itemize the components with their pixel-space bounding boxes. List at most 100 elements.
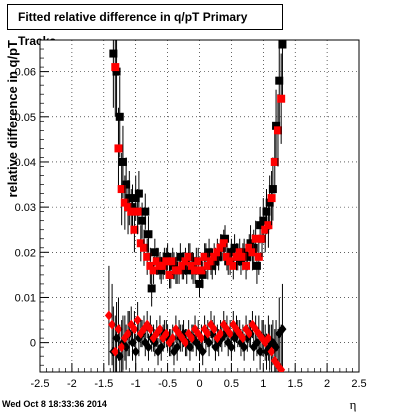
y-tick-label: 0.03	[15, 202, 36, 214]
data-point-square	[227, 248, 236, 257]
data-point-square	[216, 243, 225, 252]
data-point-square	[131, 194, 140, 203]
data-point-square	[130, 225, 139, 234]
data-point-square	[206, 257, 215, 266]
x-tick-label: -2.5	[31, 378, 50, 390]
data-point-square	[111, 63, 120, 72]
data-point-diamond	[198, 346, 207, 357]
data-point-square	[277, 94, 286, 103]
x-axis-label: η	[350, 397, 357, 412]
data-point-diamond	[251, 324, 260, 335]
data-point-diamond	[111, 346, 120, 357]
data-point-diamond	[197, 333, 206, 344]
data-point-square	[195, 279, 204, 288]
x-tick-label: 2.5	[351, 378, 366, 390]
x-tick-label: 0	[196, 378, 202, 390]
data-point-square	[115, 112, 124, 121]
data-point-square	[232, 252, 241, 261]
data-point-square	[139, 243, 148, 252]
data-point-square	[178, 261, 187, 270]
data-point-diamond	[120, 333, 129, 344]
data-point-square	[235, 248, 244, 257]
data-point-square	[176, 252, 185, 261]
data-point-square	[203, 261, 212, 270]
x-tick-label: 1	[260, 378, 266, 390]
data-point-square	[254, 252, 263, 261]
y-axis-label: relative difference in q/pT	[5, 40, 20, 198]
data-point-square	[213, 248, 222, 257]
data-point-square	[168, 257, 177, 266]
data-point-diamond	[240, 342, 249, 353]
data-point-diamond	[264, 333, 273, 344]
x-tick-label: -1	[131, 378, 141, 390]
data-point-square	[245, 243, 254, 252]
data-point-square	[256, 221, 265, 230]
data-point-square	[275, 76, 284, 85]
plot-frame	[39, 39, 360, 373]
data-point-square	[265, 198, 274, 207]
data-point-square	[230, 243, 239, 252]
data-point-square	[240, 248, 249, 257]
data-point-square	[236, 257, 245, 266]
x-tick-label: -2	[67, 378, 77, 390]
data-point-diamond	[249, 342, 258, 353]
data-point-diamond	[162, 328, 171, 339]
data-point-square	[109, 49, 118, 58]
data-point-square	[210, 252, 219, 261]
data-point-square	[191, 266, 200, 275]
data-point-diamond	[146, 324, 155, 335]
data-point-square	[125, 194, 134, 203]
data-point-square	[162, 257, 171, 266]
data-point-square	[251, 234, 260, 243]
x-tick-label: -0.5	[158, 378, 177, 390]
data-point-diamond	[114, 324, 123, 335]
x-tick-label: 0.5	[224, 378, 239, 390]
data-point-square	[112, 67, 121, 76]
chart-title: Fitted relative difference in q/pT Prima…	[7, 4, 283, 48]
timestamp: Wed Oct 8 18:33:36 2014	[2, 399, 107, 409]
data-point-diamond	[122, 342, 131, 353]
data-point-square	[221, 234, 230, 243]
data-point-square	[208, 261, 217, 270]
data-point-square	[211, 257, 220, 266]
data-point-diamond	[130, 324, 139, 335]
data-point-square	[226, 257, 235, 266]
data-point-diamond	[226, 328, 235, 339]
data-layer	[104, 40, 287, 372]
data-point-square	[242, 261, 251, 270]
data-point-square	[149, 266, 158, 275]
data-point-square	[124, 203, 133, 212]
data-point-square	[205, 248, 214, 257]
data-point-square	[169, 261, 178, 270]
data-point-square	[147, 284, 156, 293]
data-point-square	[246, 239, 255, 248]
data-point-square	[184, 252, 193, 261]
data-point-square	[262, 207, 271, 216]
data-point-square	[122, 180, 131, 189]
data-point-square	[144, 230, 153, 239]
data-point-square	[264, 221, 273, 230]
data-point-diamond	[205, 337, 214, 348]
data-point-square	[268, 185, 277, 194]
data-point-diamond	[144, 342, 153, 353]
data-point-square	[141, 207, 150, 216]
data-point-square	[118, 157, 127, 166]
data-point-square	[136, 239, 145, 248]
data-point-diamond	[203, 328, 212, 339]
data-point-square	[134, 189, 143, 198]
data-point-diamond	[278, 324, 287, 335]
data-point-square	[117, 185, 126, 194]
data-point-square	[252, 261, 261, 270]
data-point-diamond	[181, 337, 190, 348]
data-point-square	[128, 203, 137, 212]
data-point-square	[267, 194, 276, 203]
data-point-diamond	[187, 333, 196, 344]
data-point-diamond	[131, 346, 140, 357]
data-point-square	[238, 252, 247, 261]
data-point-square	[194, 257, 203, 266]
y-tick-label: 0.02	[15, 247, 36, 259]
data-point-diamond	[238, 333, 247, 344]
data-point-square	[229, 261, 238, 270]
data-point-diamond	[168, 333, 177, 344]
